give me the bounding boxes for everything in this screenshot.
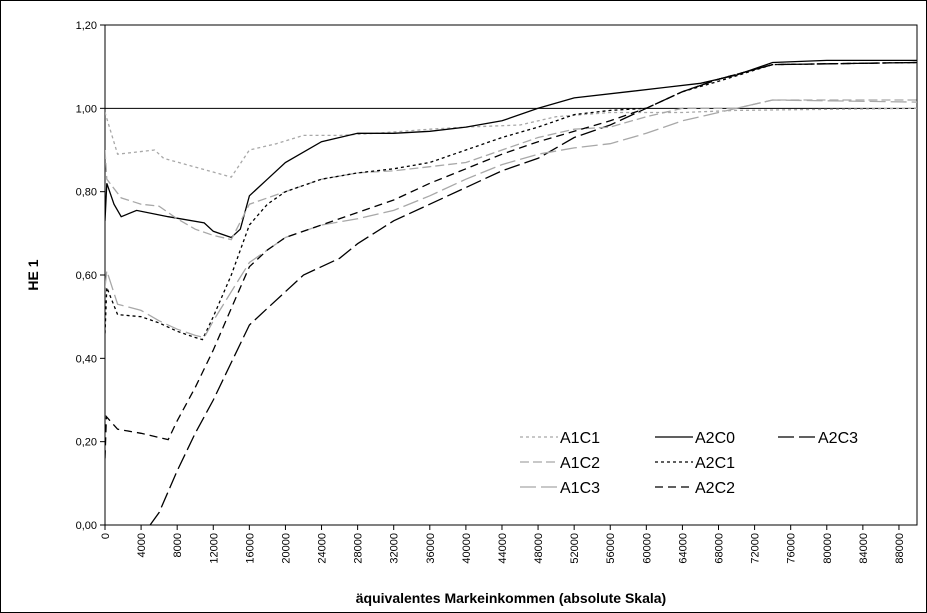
y-tick-label: 0,20 [76,437,97,449]
y-axis-title: HE 1 [25,259,41,290]
x-axis-title: äquivalentes Markeinkommen (absolute Ska… [356,590,666,606]
x-tick-label: 72000 [750,533,762,564]
x-tick-label: 32000 [389,533,401,564]
x-tick-label: 68000 [714,533,726,564]
series-line-a2c3 [149,61,917,525]
x-tick-label: 44000 [497,533,509,564]
x-tick-label: 88000 [894,533,906,564]
x-tick-label: 76000 [786,533,798,564]
y-axis: 0,00 0,20 0,40 0,60 0,80 1,00 1,20 [76,20,105,532]
series-line-a2c0 [105,59,917,239]
x-tick-label: 52000 [569,533,581,564]
series-line-a1c1 [105,107,917,178]
x-tick-label: 56000 [605,533,617,564]
x-tick-label: 48000 [533,533,545,564]
y-tick-label: 0,00 [76,520,97,532]
x-tick-label: 16000 [244,533,256,564]
x-tick-label: 4000 [136,533,148,557]
x-tick-label: 80000 [822,533,834,564]
legend-label-a1c2: A1C2 [560,455,600,472]
x-tick-label: 40000 [461,533,473,564]
x-tick-label: 24000 [317,533,329,564]
series-line-a2c2 [105,61,917,459]
legend-label-a1c1: A1C1 [560,430,600,447]
x-tick-label: 60000 [641,533,653,564]
y-tick-label: 0,60 [76,270,97,282]
legend-label-a2c3: A2C3 [818,430,858,447]
y-tick-label: 0,80 [76,187,97,199]
legend-label-a2c2: A2C2 [695,480,735,497]
x-tick-label: 8000 [172,533,184,557]
x-tick-label: 20000 [280,533,292,564]
legend-label-a2c1: A2C1 [695,455,735,472]
x-tick-label: 12000 [208,533,220,564]
x-tick-label: 36000 [425,533,437,564]
y-tick-label: 1,20 [76,20,97,32]
x-tick-label: 84000 [858,533,870,564]
series-line-a1c3 [105,99,917,339]
legend: A1C1 A2C0 A2C3 A1C2 A2C1 A1C3 A2C2 [520,430,858,497]
series-layer [105,59,917,525]
x-tick-label: 28000 [353,533,365,564]
x-tick-label: 0 [100,533,112,539]
x-tick-label: 64000 [677,533,689,564]
legend-label-a1c3: A1C3 [560,480,600,497]
y-tick-label: 1,00 [76,103,97,115]
x-axis: 0 4000 8000 12000 16000 20000 24000 28000 32000 3… [100,525,906,564]
series-line-a2c1 [105,61,917,341]
y-tick-label: 0,40 [76,353,97,365]
series-line-a1c2 [105,99,917,241]
legend-label-a2c0: A2C0 [695,430,735,447]
